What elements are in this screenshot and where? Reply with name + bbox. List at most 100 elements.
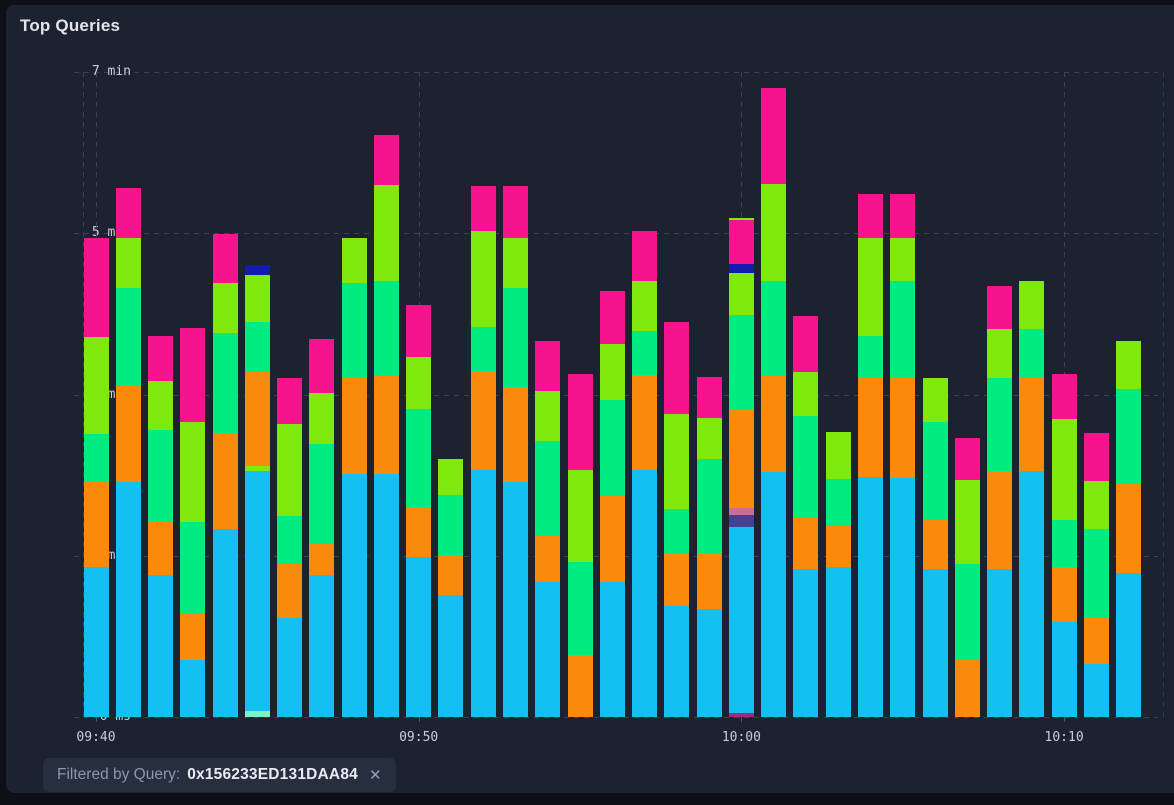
- bar-segment-navy[interactable]: [728, 263, 754, 273]
- bar-segment-lime[interactable]: [277, 424, 303, 517]
- stacked-bar[interactable]: [793, 316, 819, 717]
- bar-segment-green[interactable]: [567, 562, 593, 656]
- bar-segment-orange[interactable]: [696, 553, 722, 610]
- bar-segment-pink[interactable]: [115, 188, 141, 238]
- bar-segment-lime[interactable]: [664, 413, 690, 509]
- bar-segment-green[interactable]: [599, 400, 625, 496]
- bar-segment-pink[interactable]: [373, 134, 399, 186]
- bar-segment-orange[interactable]: [535, 536, 561, 582]
- bar-segment-green[interactable]: [793, 415, 819, 518]
- bar-segment-lime[interactable]: [922, 377, 948, 423]
- bar-segment-orange[interactable]: [438, 554, 464, 596]
- bar-segment-lime[interactable]: [793, 371, 819, 416]
- bar-segment-orange[interactable]: [1083, 617, 1109, 664]
- bar-segment-green[interactable]: [309, 444, 335, 544]
- bar-segment-lime[interactable]: [954, 480, 980, 565]
- bar-segment-orange[interactable]: [954, 659, 980, 717]
- bar-segment-lime[interactable]: [1116, 341, 1142, 389]
- bar-segment-pink[interactable]: [632, 231, 658, 282]
- bar-segment-blue[interactable]: [406, 556, 432, 717]
- stacked-bar[interactable]: [922, 377, 948, 717]
- bar-segment-blue[interactable]: [664, 606, 690, 717]
- bar-segment-orange[interactable]: [406, 506, 432, 557]
- bar-segment-pink[interactable]: [277, 377, 303, 425]
- stacked-bar[interactable]: [406, 305, 432, 717]
- bar-segment-pink[interactable]: [406, 305, 432, 357]
- bar-segment-pink[interactable]: [180, 328, 206, 423]
- bar-segment-blue[interactable]: [825, 566, 851, 717]
- bar-segment-orange[interactable]: [115, 386, 141, 483]
- bar-segment-pink[interactable]: [890, 193, 916, 238]
- bar-segment-lime[interactable]: [115, 237, 141, 288]
- bar-segment-green[interactable]: [535, 440, 561, 537]
- bar-segment-blue[interactable]: [761, 471, 787, 717]
- bar-segment-green[interactable]: [503, 287, 528, 388]
- bar-segment-blue[interactable]: [922, 568, 948, 717]
- stacked-bar[interactable]: [470, 186, 496, 717]
- bar-segment-orange[interactable]: [922, 519, 948, 569]
- bar-segment-green[interactable]: [728, 315, 754, 410]
- bar-segment-blue[interactable]: [696, 609, 722, 717]
- bar-segment-blue[interactable]: [115, 482, 141, 717]
- bar-segment-green[interactable]: [1051, 519, 1077, 567]
- stacked-bar[interactable]: [567, 374, 593, 717]
- bar-segment-blue[interactable]: [1019, 470, 1045, 717]
- stacked-bar[interactable]: [373, 134, 399, 717]
- bar-segment-pink[interactable]: [954, 437, 980, 481]
- bar-segment-lime[interactable]: [83, 337, 109, 435]
- stacked-bar[interactable]: [277, 377, 303, 717]
- bar-segment-lime[interactable]: [244, 466, 270, 471]
- bar-segment-orange[interactable]: [728, 409, 754, 508]
- bar-segment-pink[interactable]: [599, 291, 625, 344]
- bar-segment-pink[interactable]: [793, 316, 819, 372]
- bar-segment-magenta[interactable]: [728, 713, 754, 717]
- bar-segment-lime[interactable]: [438, 459, 464, 495]
- stacked-bar[interactable]: [890, 193, 916, 717]
- bar-segment-orange[interactable]: [890, 377, 916, 479]
- stacked-bar[interactable]: [954, 437, 980, 717]
- stacked-bar[interactable]: [341, 237, 367, 717]
- bar-segment-orange[interactable]: [470, 371, 496, 471]
- bar-segment-orange[interactable]: [180, 612, 206, 660]
- stacked-bar[interactable]: [1116, 341, 1142, 717]
- bar-segment-orange[interactable]: [599, 495, 625, 582]
- bar-segment-orange[interactable]: [1116, 483, 1142, 574]
- bar-segment-orange[interactable]: [373, 376, 399, 474]
- bar-segment-blue[interactable]: [373, 473, 399, 717]
- stacked-bar[interactable]: [664, 321, 690, 717]
- bar-segment-orange[interactable]: [1051, 566, 1077, 623]
- stacked-bar[interactable]: [1019, 281, 1045, 717]
- bar-segment-blue[interactable]: [180, 659, 206, 717]
- stacked-bar[interactable]: [148, 336, 174, 717]
- bar-segment-lime[interactable]: [857, 237, 883, 337]
- bar-segment-green[interactable]: [277, 516, 303, 565]
- bar-segment-lime[interactable]: [244, 274, 270, 322]
- bar-segment-lime[interactable]: [890, 237, 916, 282]
- bar-segment-pink[interactable]: [535, 341, 561, 391]
- bar-segment-orange[interactable]: [664, 553, 690, 607]
- bar-segment-orange[interactable]: [793, 517, 819, 569]
- bar-segment-orange[interactable]: [987, 471, 1013, 569]
- stacked-bar[interactable]: [599, 291, 625, 717]
- bar-segment-pink[interactable]: [857, 193, 883, 238]
- bar-segment-lime[interactable]: [761, 184, 787, 282]
- bar-segment-blue[interactable]: [599, 581, 625, 717]
- stacked-bar[interactable]: [825, 432, 851, 717]
- bar-segment-orange[interactable]: [277, 564, 303, 618]
- bar-segment-green[interactable]: [696, 459, 722, 553]
- bar-segment-green[interactable]: [406, 409, 432, 507]
- stacked-bar[interactable]: [761, 87, 787, 717]
- bar-segment-pink[interactable]: [696, 377, 722, 418]
- stacked-bar[interactable]: [309, 339, 335, 717]
- stacked-bar[interactable]: [83, 237, 109, 717]
- bar-segment-orange[interactable]: [503, 387, 528, 483]
- bar-segment-green[interactable]: [470, 327, 496, 372]
- bar-segment-green[interactable]: [664, 508, 690, 553]
- bar-segment-blue[interactable]: [1116, 573, 1142, 717]
- bar-segment-pink[interactable]: [761, 87, 787, 185]
- bar-segment-green[interactable]: [180, 521, 206, 613]
- stacked-bar[interactable]: [857, 193, 883, 717]
- bar-segment-lime[interactable]: [406, 356, 432, 410]
- bar-segment-lime[interactable]: [535, 390, 561, 441]
- bar-segment-blue[interactable]: [309, 575, 335, 717]
